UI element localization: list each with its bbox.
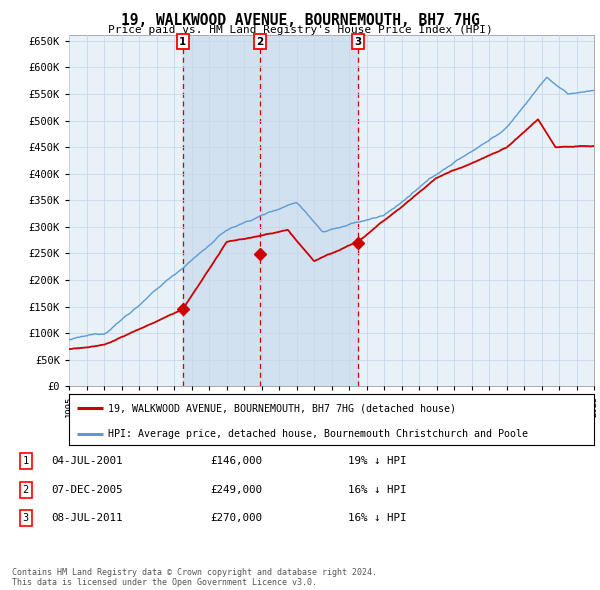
Text: 08-JUL-2011: 08-JUL-2011 — [51, 513, 122, 523]
Text: 07-DEC-2005: 07-DEC-2005 — [51, 485, 122, 494]
Bar — [260, 35, 358, 386]
Text: 19% ↓ HPI: 19% ↓ HPI — [348, 457, 407, 466]
Text: 04-JUL-2001: 04-JUL-2001 — [51, 457, 122, 466]
Text: 2: 2 — [256, 37, 264, 47]
Text: 19, WALKWOOD AVENUE, BOURNEMOUTH, BH7 7HG (detached house): 19, WALKWOOD AVENUE, BOURNEMOUTH, BH7 7H… — [109, 403, 457, 413]
Text: 1: 1 — [179, 37, 187, 47]
Text: £146,000: £146,000 — [210, 457, 262, 466]
Text: Price paid vs. HM Land Registry's House Price Index (HPI): Price paid vs. HM Land Registry's House … — [107, 25, 493, 35]
Text: 16% ↓ HPI: 16% ↓ HPI — [348, 513, 407, 523]
Text: HPI: Average price, detached house, Bournemouth Christchurch and Poole: HPI: Average price, detached house, Bour… — [109, 429, 529, 439]
Text: 2: 2 — [23, 485, 29, 494]
Bar — [183, 35, 260, 386]
Text: 16% ↓ HPI: 16% ↓ HPI — [348, 485, 407, 494]
Text: 19, WALKWOOD AVENUE, BOURNEMOUTH, BH7 7HG: 19, WALKWOOD AVENUE, BOURNEMOUTH, BH7 7H… — [121, 13, 479, 28]
Text: Contains HM Land Registry data © Crown copyright and database right 2024.
This d: Contains HM Land Registry data © Crown c… — [12, 568, 377, 587]
Text: 3: 3 — [354, 37, 361, 47]
Text: £249,000: £249,000 — [210, 485, 262, 494]
Text: £270,000: £270,000 — [210, 513, 262, 523]
Text: 1: 1 — [23, 457, 29, 466]
Text: 3: 3 — [23, 513, 29, 523]
